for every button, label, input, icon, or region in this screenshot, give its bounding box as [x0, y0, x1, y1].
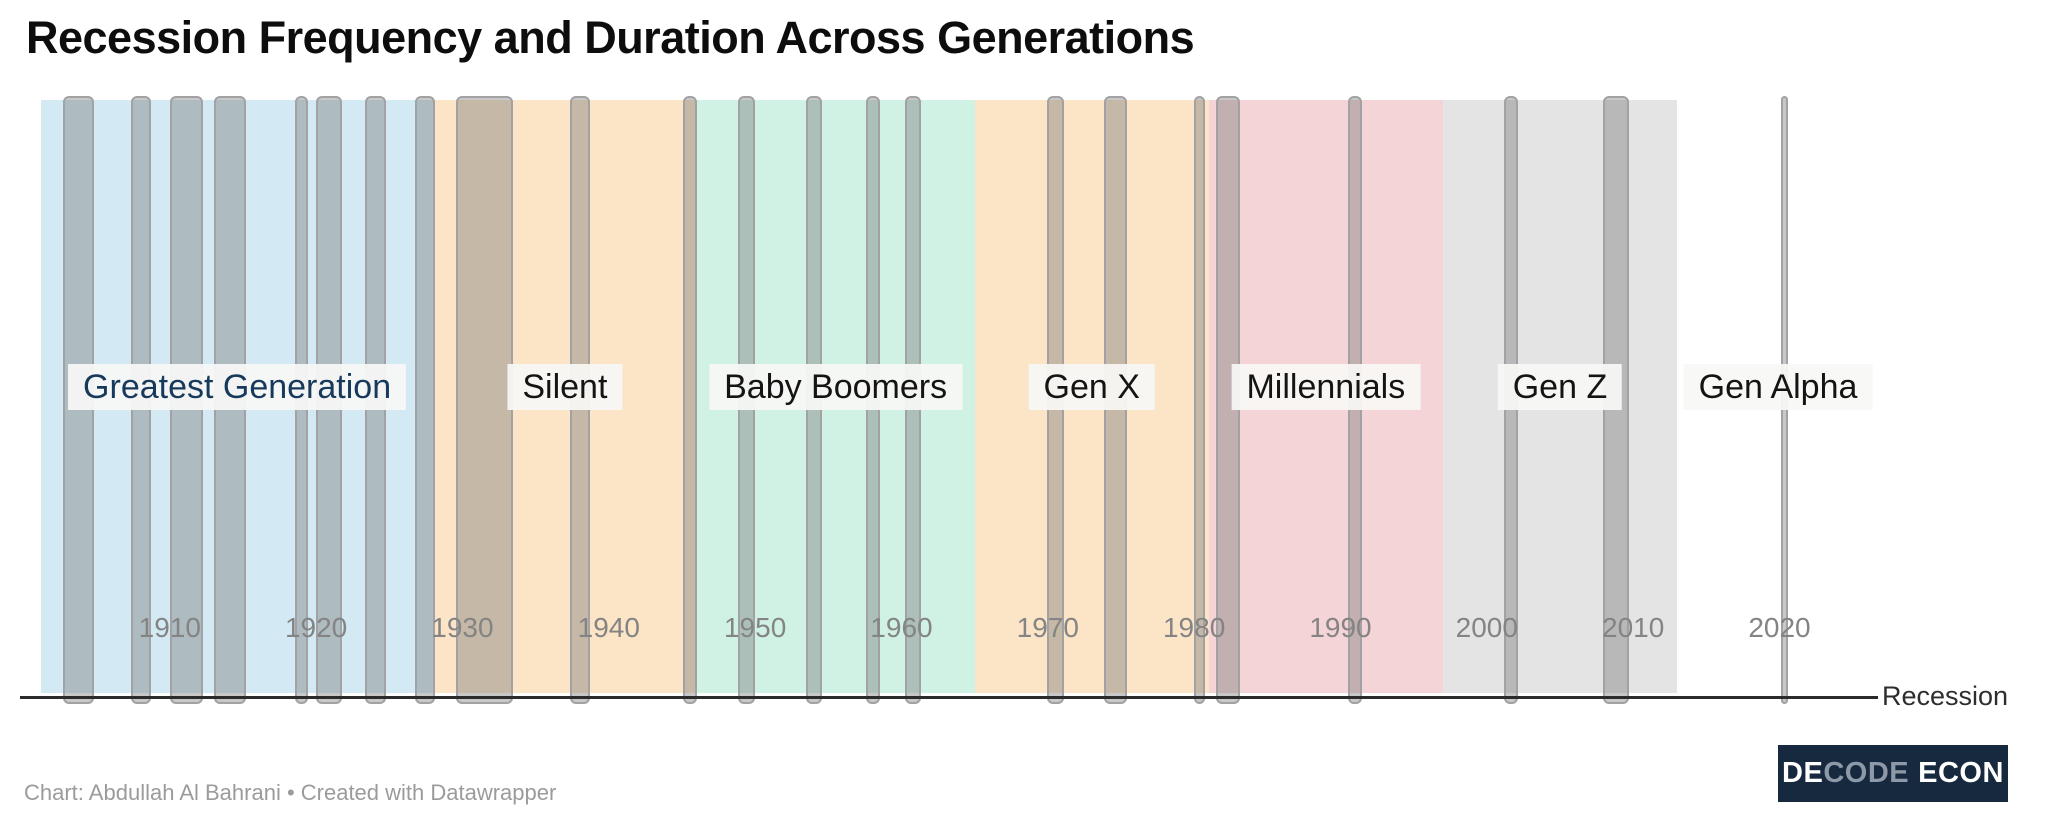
axis-tick-label-1950: 1950 — [723, 612, 787, 643]
logo-text-econ: ECON — [1918, 757, 2004, 789]
decode-econ-logo: DE CODE ECON — [1778, 745, 2008, 802]
generation-label-gen-x: Gen X — [1028, 364, 1155, 410]
generation-label-millennials: Millennials — [1231, 364, 1421, 410]
generation-label-greatest-generation: Greatest Generation — [68, 364, 407, 410]
recession-series-label: Recession — [1882, 681, 2009, 711]
recession-bar — [414, 96, 435, 704]
axis-tick-label-1970: 1970 — [1016, 612, 1079, 643]
recession-bar — [1194, 96, 1206, 704]
axis-tick-label-1980: 1980 — [1162, 612, 1226, 643]
axis-tick-label-2000: 2000 — [1455, 612, 1518, 643]
logo-text-de: DE — [1782, 757, 1824, 789]
chart-title: Recession Frequency and Duration Across … — [26, 12, 1195, 63]
x-axis-line — [20, 696, 1878, 699]
axis-tick-label-2010: 2010 — [1601, 612, 1665, 643]
axis-tick-label-1920: 1920 — [284, 612, 348, 643]
generation-label-baby-boomers: Baby Boomers — [709, 364, 963, 410]
chart-plot-area: 1910 1920 1930 1940 1950 1960 1970 1980 1990 2000… — [41, 96, 1879, 705]
recession-bar — [456, 96, 513, 704]
chart-credit: Chart: Abdullah Al Bahrani • Created wit… — [24, 780, 557, 805]
recession-bar — [683, 96, 697, 704]
axis-tick-label-1940: 1940 — [577, 612, 640, 643]
axis-tick-label-1960: 1960 — [870, 612, 933, 643]
logo-text-code: CODE — [1823, 757, 1910, 789]
axis-tick-label-1930: 1930 — [431, 612, 494, 643]
axis-tick-label-2020: 2020 — [1748, 612, 1811, 643]
axis-tick-label-1910: 1910 — [138, 612, 201, 643]
generation-label-gen-alpha: Gen Alpha — [1683, 364, 1873, 410]
generation-label-gen-z: Gen Z — [1497, 364, 1623, 410]
generation-label-silent: Silent — [507, 364, 623, 410]
axis-tick-label-1990: 1990 — [1309, 612, 1372, 643]
